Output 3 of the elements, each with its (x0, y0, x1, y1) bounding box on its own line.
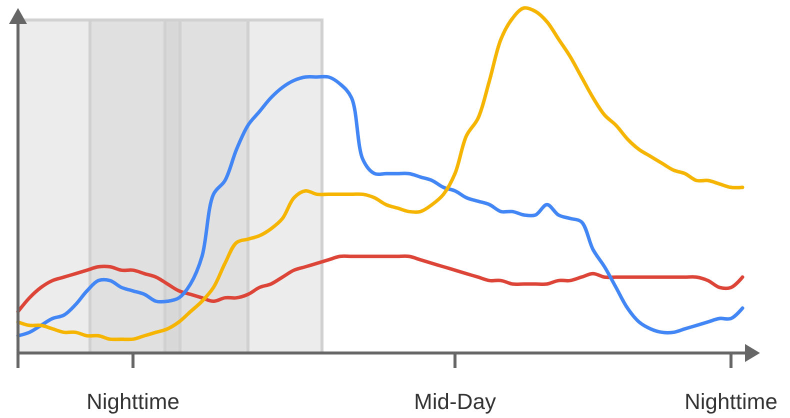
x-tick-label: Mid-Day (414, 389, 496, 414)
x-tick-label: Nighttime (684, 389, 778, 414)
x-tick-label: Nighttime (86, 389, 180, 414)
